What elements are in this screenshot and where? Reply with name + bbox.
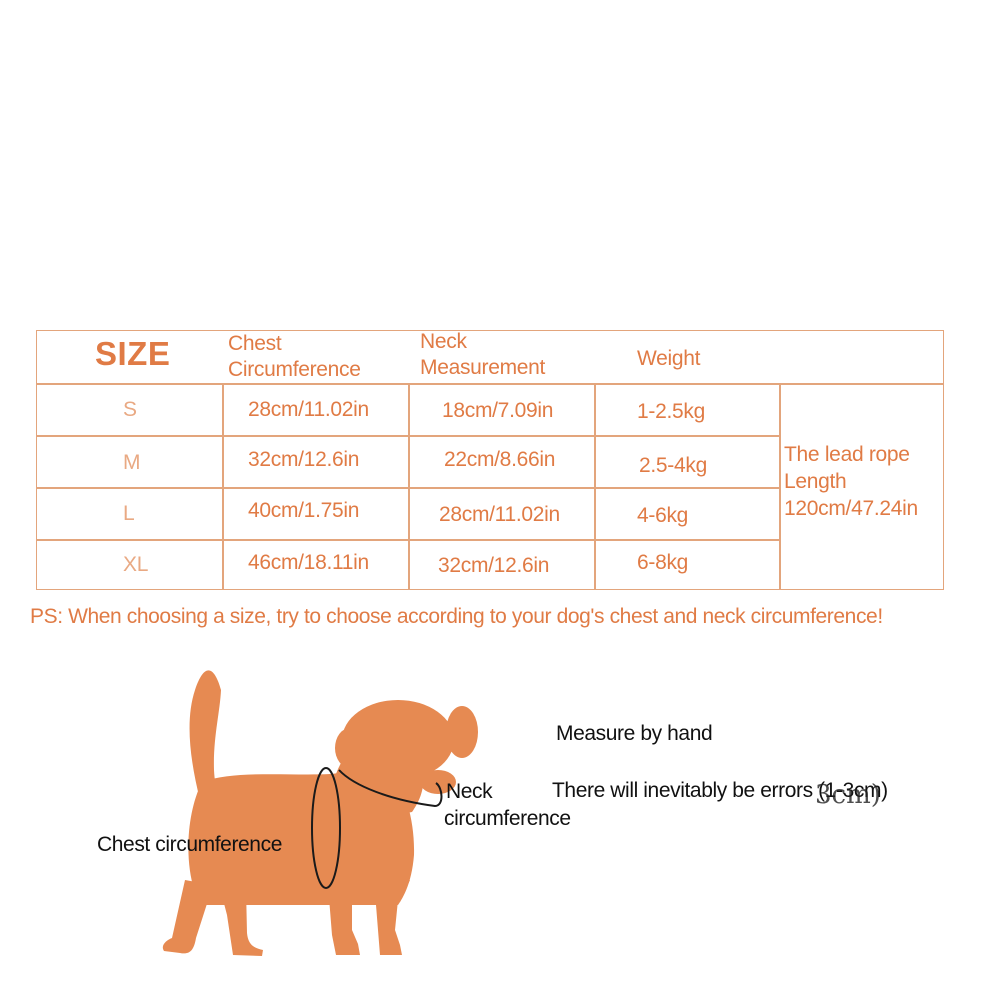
row-s-weight: 1-2.5kg <box>637 400 705 423</box>
dog-head <box>342 700 454 780</box>
lead-rope-line3: 120cm/47.24in <box>784 497 918 520</box>
table-divider <box>37 383 943 385</box>
neck-circumference-label-line2: circumference <box>444 807 571 830</box>
dog-silhouette <box>162 670 478 956</box>
dog-muzzle <box>420 770 456 794</box>
header-weight: Weight <box>637 347 701 370</box>
row-s-neck: 18cm/7.09in <box>442 399 554 422</box>
neck-measuring-loop <box>338 769 443 808</box>
lead-rope-line2: Length <box>784 470 847 493</box>
row-m-weight: 2.5-4kg <box>639 454 707 477</box>
neck-circumference-label-line1: Neck <box>446 780 493 803</box>
row-xl-weight: 6-8kg <box>637 551 689 574</box>
header-size: SIZE <box>95 335 171 372</box>
table-divider <box>594 383 596 589</box>
header-chest-line2: Circumference <box>228 358 361 381</box>
row-xl-neck: 32cm/12.6in <box>438 554 550 577</box>
row-s-chest: 28cm/11.02in <box>248 398 369 421</box>
dog-tail <box>189 670 225 812</box>
dog-belly <box>200 880 410 905</box>
dog-leg-back-right <box>220 888 263 956</box>
error-note: There will inevitably be errors (1-3cm) <box>552 779 888 802</box>
dog-ear <box>446 706 478 758</box>
row-l-size: L <box>123 502 135 525</box>
chest-measuring-loop <box>311 767 341 889</box>
chest-circumference-label: Chest circumference <box>97 833 282 856</box>
row-xl-size: XL <box>123 553 149 576</box>
table-divider <box>222 383 224 589</box>
header-neck-line1: Neck <box>420 330 467 353</box>
lead-rope-line1: The lead rope <box>784 443 910 466</box>
row-m-size: M <box>123 451 141 474</box>
row-s-size: S <box>123 398 137 421</box>
header-chest-line1: Chest <box>228 332 282 355</box>
dog-leg-back-left <box>162 880 213 954</box>
size-table: SIZE Chest Circumference Neck Measuremen… <box>36 330 944 590</box>
handwritten-mark: 3cm) <box>815 780 881 810</box>
row-l-neck: 28cm/11.02in <box>439 503 560 526</box>
row-l-weight: 4-6kg <box>637 504 689 527</box>
row-l-chest: 40cm/1.75in <box>248 499 360 522</box>
measure-note: Measure by hand <box>556 722 713 745</box>
ps-note: PS: When choosing a size, try to choose … <box>30 605 883 628</box>
dog-ear <box>335 728 365 768</box>
header-neck-line2: Measurement <box>420 356 546 379</box>
table-divider <box>779 383 781 589</box>
row-xl-chest: 46cm/18.11in <box>248 551 369 574</box>
row-m-chest: 32cm/12.6in <box>248 448 360 471</box>
table-divider <box>408 383 410 589</box>
row-m-neck: 22cm/8.66in <box>444 448 556 471</box>
